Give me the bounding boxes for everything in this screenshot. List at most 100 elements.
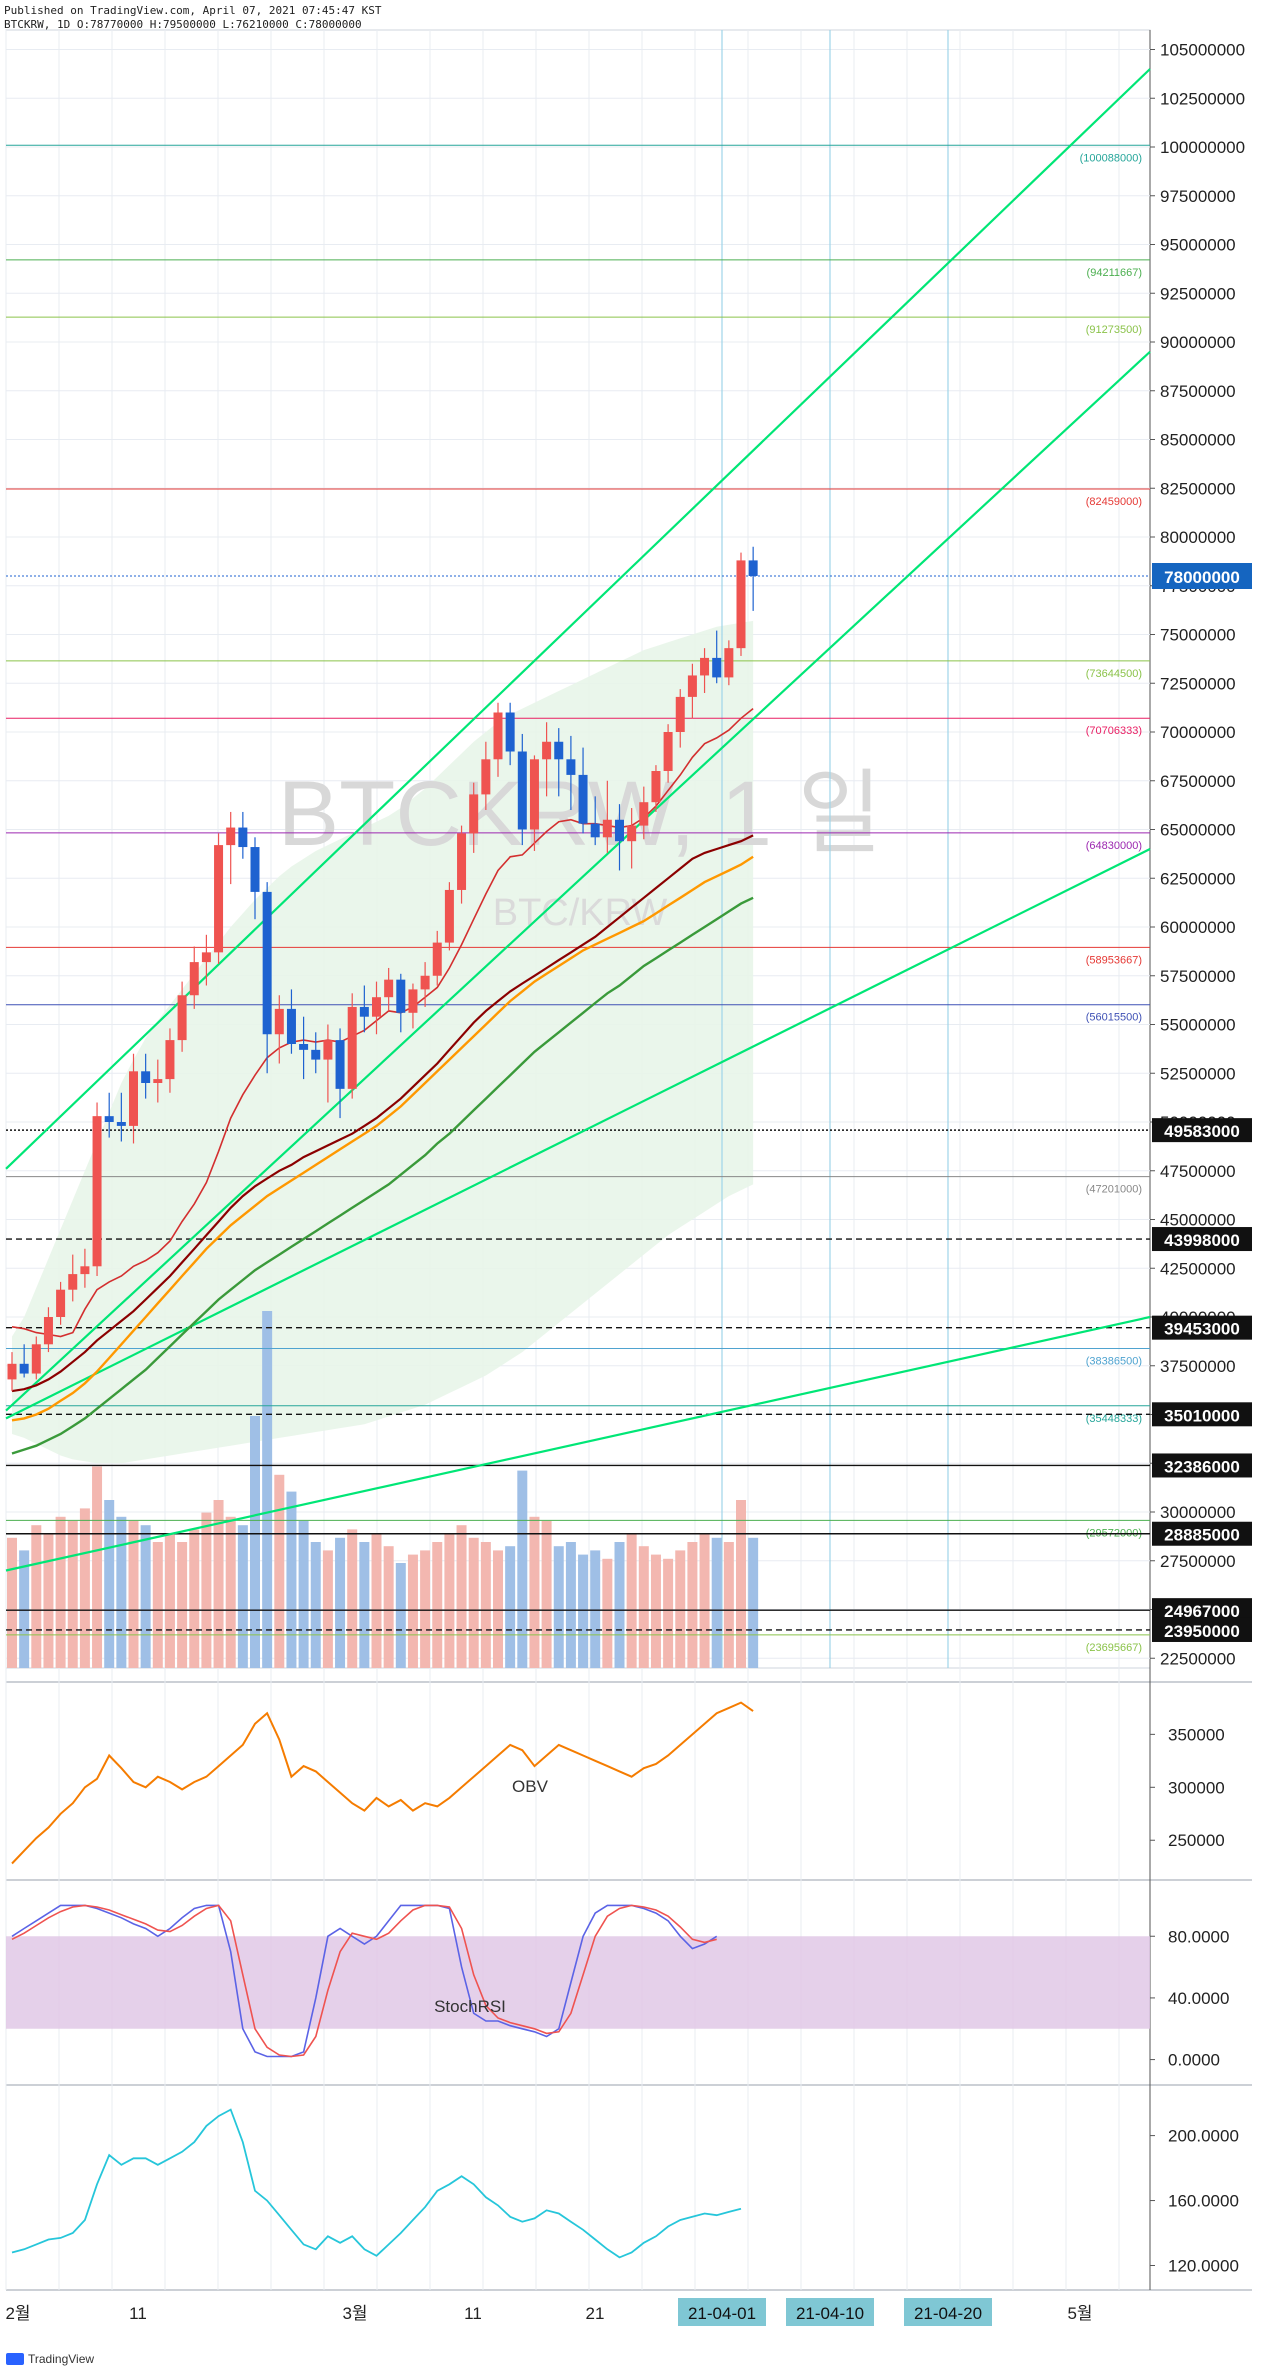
obv-tick-label: 250000 (1168, 1831, 1225, 1850)
volume-bar (177, 1542, 188, 1668)
level-badge (1152, 1315, 1252, 1340)
sma-orange-line (11, 855, 754, 1422)
obv-line (11, 1701, 754, 1865)
price-tick-label: 87500000 (1160, 382, 1236, 401)
volume-bar (43, 1533, 54, 1668)
price-tick-label: 85000000 (1160, 431, 1236, 450)
candle-body (153, 1079, 163, 1083)
time-tick-label: 11 (464, 2304, 482, 2323)
candle-body (31, 1344, 41, 1374)
candle-body (736, 560, 746, 649)
vertical-time-lines (721, 30, 949, 1668)
watermark-pair: BTC/KRW (493, 892, 668, 934)
candle-body (141, 1071, 151, 1083)
price-tick-label: 67500000 (1160, 772, 1236, 791)
stochrsi-band (6, 1936, 1150, 2029)
volume-bar (468, 1537, 479, 1668)
fib-level-label: (82459000) (1086, 496, 1142, 508)
time-tick-label: 11 (129, 2304, 147, 2323)
volume-bar (650, 1554, 661, 1668)
time-tick-label: 2월 (5, 2304, 30, 2323)
ma-slow-line (11, 834, 754, 1393)
volume-bar (310, 1542, 321, 1668)
price-tick-label: 75000000 (1160, 626, 1236, 645)
level-badge-label: 28885000 (1164, 1526, 1240, 1545)
candles (7, 546, 758, 1392)
candle-body (238, 827, 248, 848)
volume-bar (456, 1525, 467, 1668)
price-tick-label: 27500000 (1160, 1552, 1236, 1571)
price-tick-label: 37500000 (1160, 1357, 1236, 1376)
price-tick-label: 45000000 (1160, 1211, 1236, 1230)
candle-body (517, 751, 527, 830)
footer: TradingView (6, 2352, 94, 2366)
volume-bar (128, 1521, 139, 1668)
fib-level-label: (100088000) (1080, 152, 1142, 164)
volume-bar (602, 1558, 613, 1668)
horizontal-levels: (100088000) (94211667) (91273500) (82459000… (6, 144, 1150, 1654)
price-tick-label: 100000000 (1160, 138, 1245, 157)
volume-bar (699, 1533, 710, 1668)
price-tick-label: 60000000 (1160, 918, 1236, 937)
candle-body (335, 1040, 345, 1089)
level-badge (1152, 1617, 1252, 1642)
volume-bar (553, 1546, 564, 1668)
time-tick-label: 3월 (342, 2304, 367, 2323)
obv-pane: 350000 300000 250000 OBV (11, 1701, 1225, 1865)
level-badge (1152, 1227, 1252, 1252)
candle-body (748, 560, 758, 576)
candle-body (299, 1044, 309, 1050)
volume-bar (7, 1537, 17, 1668)
candle-body (542, 741, 552, 760)
price-tick-label: 90000000 (1160, 333, 1236, 352)
volume-bar (237, 1525, 248, 1668)
level-badge-label: 39453000 (1164, 1320, 1240, 1339)
sma-green-line (11, 896, 754, 1455)
volume-bar (529, 1516, 540, 1668)
volume-bars (7, 1311, 759, 1668)
price-tick-label: 70000000 (1160, 723, 1236, 742)
volume-bar (578, 1554, 589, 1668)
trendline (5, 350, 1151, 1412)
price-tick-label: 22500000 (1160, 1649, 1236, 1668)
candle-body (226, 827, 236, 846)
ohlc-line: BTCKRW, 1D O:78770000 H:79500000 L:76210… (4, 18, 362, 31)
footer-brand: TradingView (28, 2352, 95, 2366)
stochrsi-tick-label: 0.0000 (1168, 2051, 1220, 2070)
volume-bar (201, 1512, 212, 1668)
volume-bar (687, 1542, 698, 1668)
last-price-badge (1152, 563, 1252, 589)
candle-body (129, 1071, 138, 1126)
volume-bar (675, 1550, 686, 1668)
time-axis: 2월 11 3월 11 21 21-04-01 21-04-10 21-04-20 5월 (5, 2298, 1093, 2326)
volume-bar (322, 1550, 333, 1668)
fib-level-label: (73644500) (1086, 668, 1142, 680)
price-tick-label: 95000000 (1160, 236, 1236, 255)
price-tick-label: 65000000 (1160, 821, 1236, 840)
candle-body (56, 1289, 66, 1317)
candle-body (384, 979, 394, 998)
price-tick-label: 47500000 (1160, 1162, 1236, 1181)
volume-bar (140, 1525, 151, 1668)
level-badge (1152, 1453, 1252, 1478)
candle-body (578, 774, 588, 824)
candle-body (274, 1008, 284, 1035)
volume-bar (407, 1554, 418, 1668)
volume-bar (614, 1542, 625, 1668)
volume-bar (250, 1416, 260, 1668)
candle-body (311, 1049, 321, 1060)
level-badge-label: 35010000 (1164, 1406, 1240, 1425)
volume-bar (480, 1542, 491, 1668)
trendline (5, 1315, 1151, 1572)
trendline (5, 848, 1151, 1420)
candle-body (80, 1266, 90, 1275)
candle-body (104, 1116, 114, 1122)
candle-body (615, 819, 624, 842)
level-badge-label: 24967000 (1164, 1602, 1240, 1621)
time-badge-label: 21-04-20 (914, 2304, 982, 2323)
volume-bar (67, 1521, 78, 1668)
volume-bar (79, 1508, 90, 1668)
cloud-band (12, 620, 754, 1464)
volume-bar (225, 1516, 236, 1668)
